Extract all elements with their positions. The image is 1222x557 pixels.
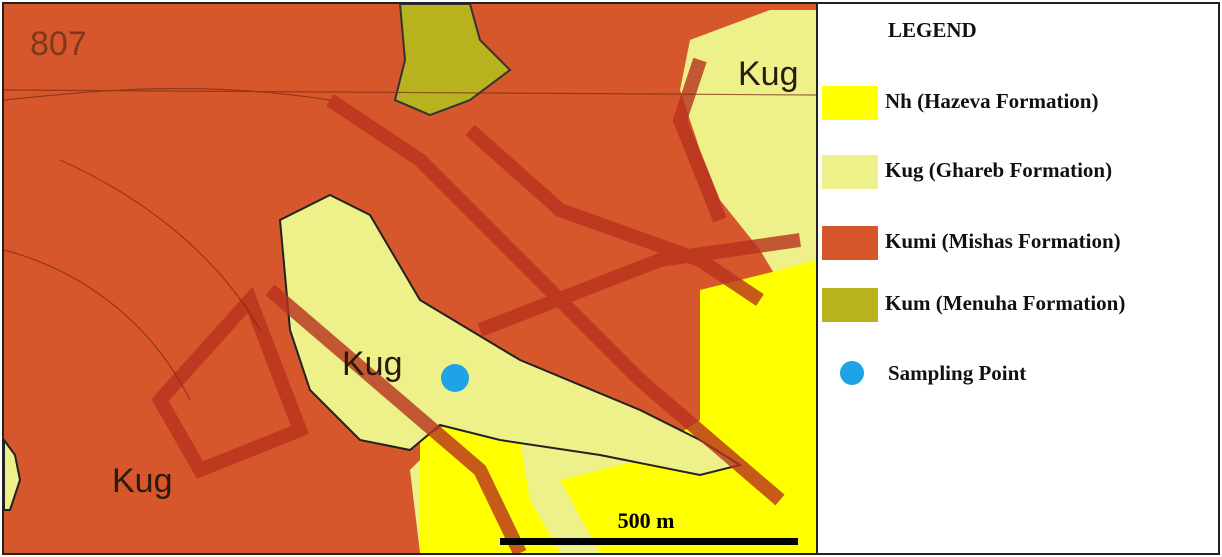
legend-title: LEGEND [888,18,977,42]
unit-label: Kug [738,55,799,93]
legend-label: Kum (Menuha Formation) [885,291,1125,315]
unit-label: Kug [112,462,173,500]
scale-label: 500 m [618,508,675,533]
legend-swatch [822,226,878,260]
unit-label: Kug [342,345,403,383]
page: 807 Kug Kug Kug 500 m LEGEND Nh (Hazeva … [0,0,1222,557]
scale-bar [500,538,798,545]
legend-swatch [822,288,878,322]
legend-label: Kumi (Mishas Formation) [885,229,1121,253]
legend-label: Kug (Ghareb Formation) [885,158,1112,182]
sampling-point [441,364,469,392]
legend-swatch [822,86,878,120]
legend-label: Nh (Hazeva Formation) [885,89,1098,113]
elevation-label: 807 [30,25,87,63]
figure: 807 Kug Kug Kug 500 m LEGEND Nh (Hazeva … [0,0,1222,557]
legend-label: Sampling Point [888,361,1026,385]
map: 807 Kug Kug Kug 500 m [4,4,817,553]
legend-swatch [822,155,878,189]
legend-swatch [840,361,864,385]
